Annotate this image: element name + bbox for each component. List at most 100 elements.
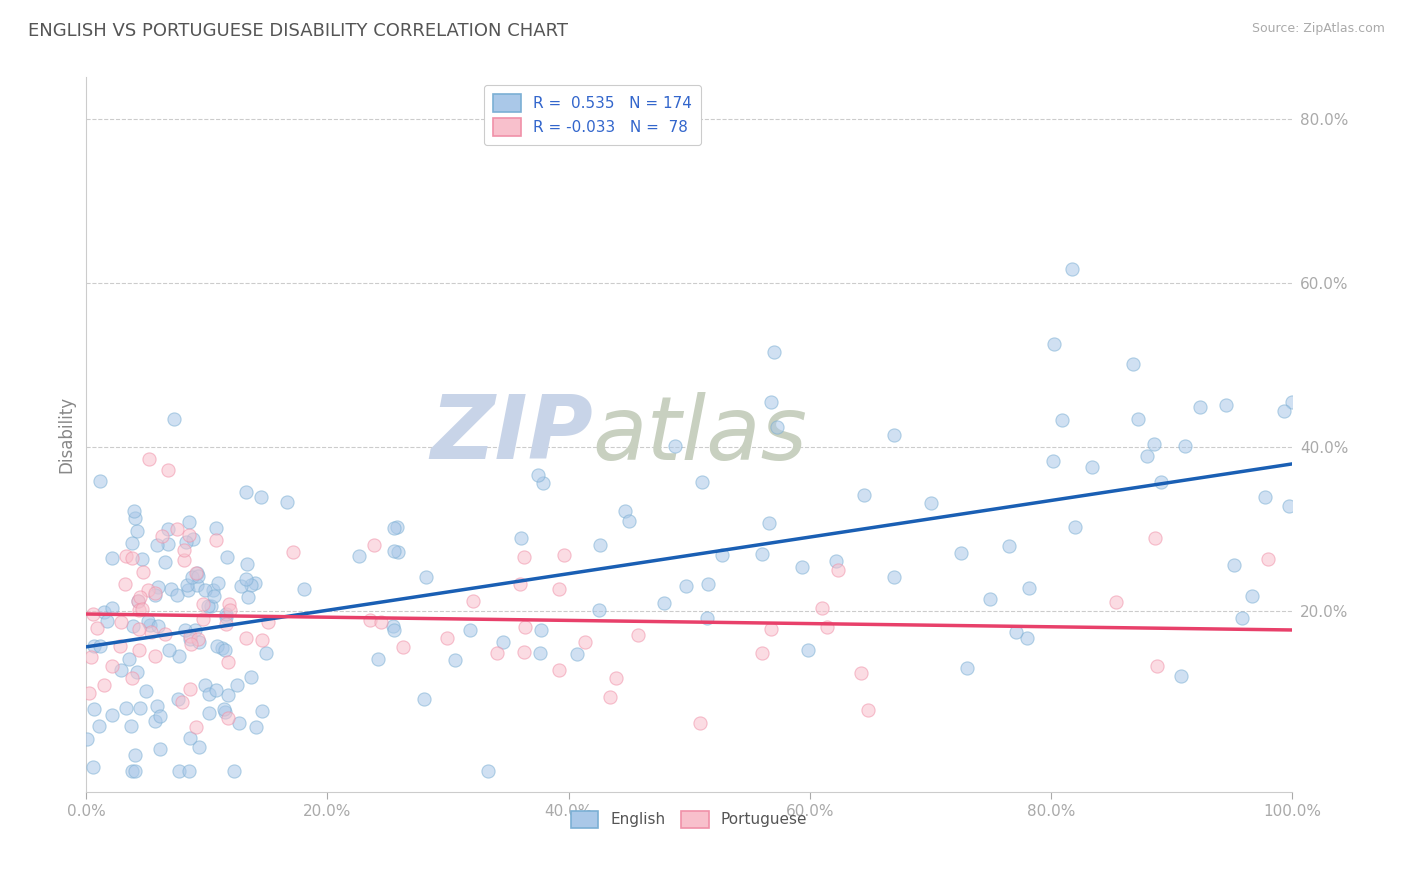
Point <box>121 551 143 566</box>
Point <box>1278 499 1301 513</box>
Point <box>349 549 371 563</box>
Point <box>827 563 849 577</box>
Point <box>157 522 180 536</box>
Point <box>214 702 236 716</box>
Point <box>194 678 217 692</box>
Y-axis label: Disability: Disability <box>58 396 75 474</box>
Point <box>181 570 204 584</box>
Point <box>815 620 838 634</box>
Point <box>1254 490 1277 504</box>
Point <box>1080 460 1102 475</box>
Point <box>101 659 124 673</box>
Point <box>149 741 172 756</box>
Point <box>485 646 508 660</box>
Point <box>120 719 142 733</box>
Point <box>183 532 205 546</box>
Point <box>1042 337 1064 351</box>
Point <box>627 628 650 642</box>
Point <box>392 640 415 654</box>
Point <box>82 607 104 621</box>
Point <box>599 690 621 704</box>
Point <box>1223 558 1246 572</box>
Point <box>77 686 100 700</box>
Point <box>207 576 229 591</box>
Point <box>1042 453 1064 467</box>
Point <box>179 731 201 746</box>
Point <box>412 691 434 706</box>
Point <box>751 646 773 660</box>
Point <box>1146 658 1168 673</box>
Point <box>86 621 108 635</box>
Point <box>526 468 548 483</box>
Point <box>173 542 195 557</box>
Point <box>197 706 219 720</box>
Point <box>761 622 783 636</box>
Point <box>143 588 166 602</box>
Point <box>148 619 170 633</box>
Point <box>127 594 149 608</box>
Point <box>443 653 465 667</box>
Point <box>121 619 143 633</box>
Point <box>979 591 1001 606</box>
Point <box>80 650 103 665</box>
Point <box>183 624 205 638</box>
Point <box>363 538 385 552</box>
Point <box>150 529 173 543</box>
Point <box>214 705 236 719</box>
Point <box>121 671 143 685</box>
Point <box>202 589 225 603</box>
Point <box>153 627 176 641</box>
Point <box>254 647 277 661</box>
Point <box>187 632 209 646</box>
Point <box>654 596 676 610</box>
Point <box>157 463 180 477</box>
Point <box>136 583 159 598</box>
Point <box>174 535 197 549</box>
Point <box>114 700 136 714</box>
Point <box>387 544 409 558</box>
Point <box>825 554 848 568</box>
Point <box>548 582 571 596</box>
Point <box>186 566 208 581</box>
Point <box>93 678 115 692</box>
Point <box>197 599 219 613</box>
Point <box>167 648 190 663</box>
Point <box>127 594 149 608</box>
Point <box>1017 631 1039 645</box>
Point <box>697 577 720 591</box>
Point <box>166 522 188 536</box>
Point <box>461 594 484 608</box>
Point <box>240 670 263 684</box>
Point <box>129 700 152 714</box>
Point <box>675 578 697 592</box>
Point <box>384 521 406 535</box>
Point <box>110 663 132 677</box>
Point <box>114 576 136 591</box>
Point <box>883 427 905 442</box>
Point <box>228 715 250 730</box>
Point <box>229 579 252 593</box>
Point <box>381 619 404 633</box>
Point <box>1143 437 1166 451</box>
Point <box>200 599 222 613</box>
Point <box>292 582 315 597</box>
Point <box>124 747 146 762</box>
Point <box>997 539 1019 553</box>
Point <box>188 634 211 648</box>
Point <box>512 645 534 659</box>
Point <box>243 575 266 590</box>
Point <box>510 531 533 545</box>
Point <box>605 672 627 686</box>
Point <box>166 588 188 602</box>
Point <box>96 614 118 628</box>
Point <box>145 648 167 663</box>
Text: atlas: atlas <box>593 392 807 478</box>
Point <box>82 760 104 774</box>
Point <box>1063 520 1085 534</box>
Point <box>765 420 787 434</box>
Point <box>138 452 160 467</box>
Point <box>250 704 273 718</box>
Point <box>215 549 238 564</box>
Point <box>121 536 143 550</box>
Point <box>1230 611 1253 625</box>
